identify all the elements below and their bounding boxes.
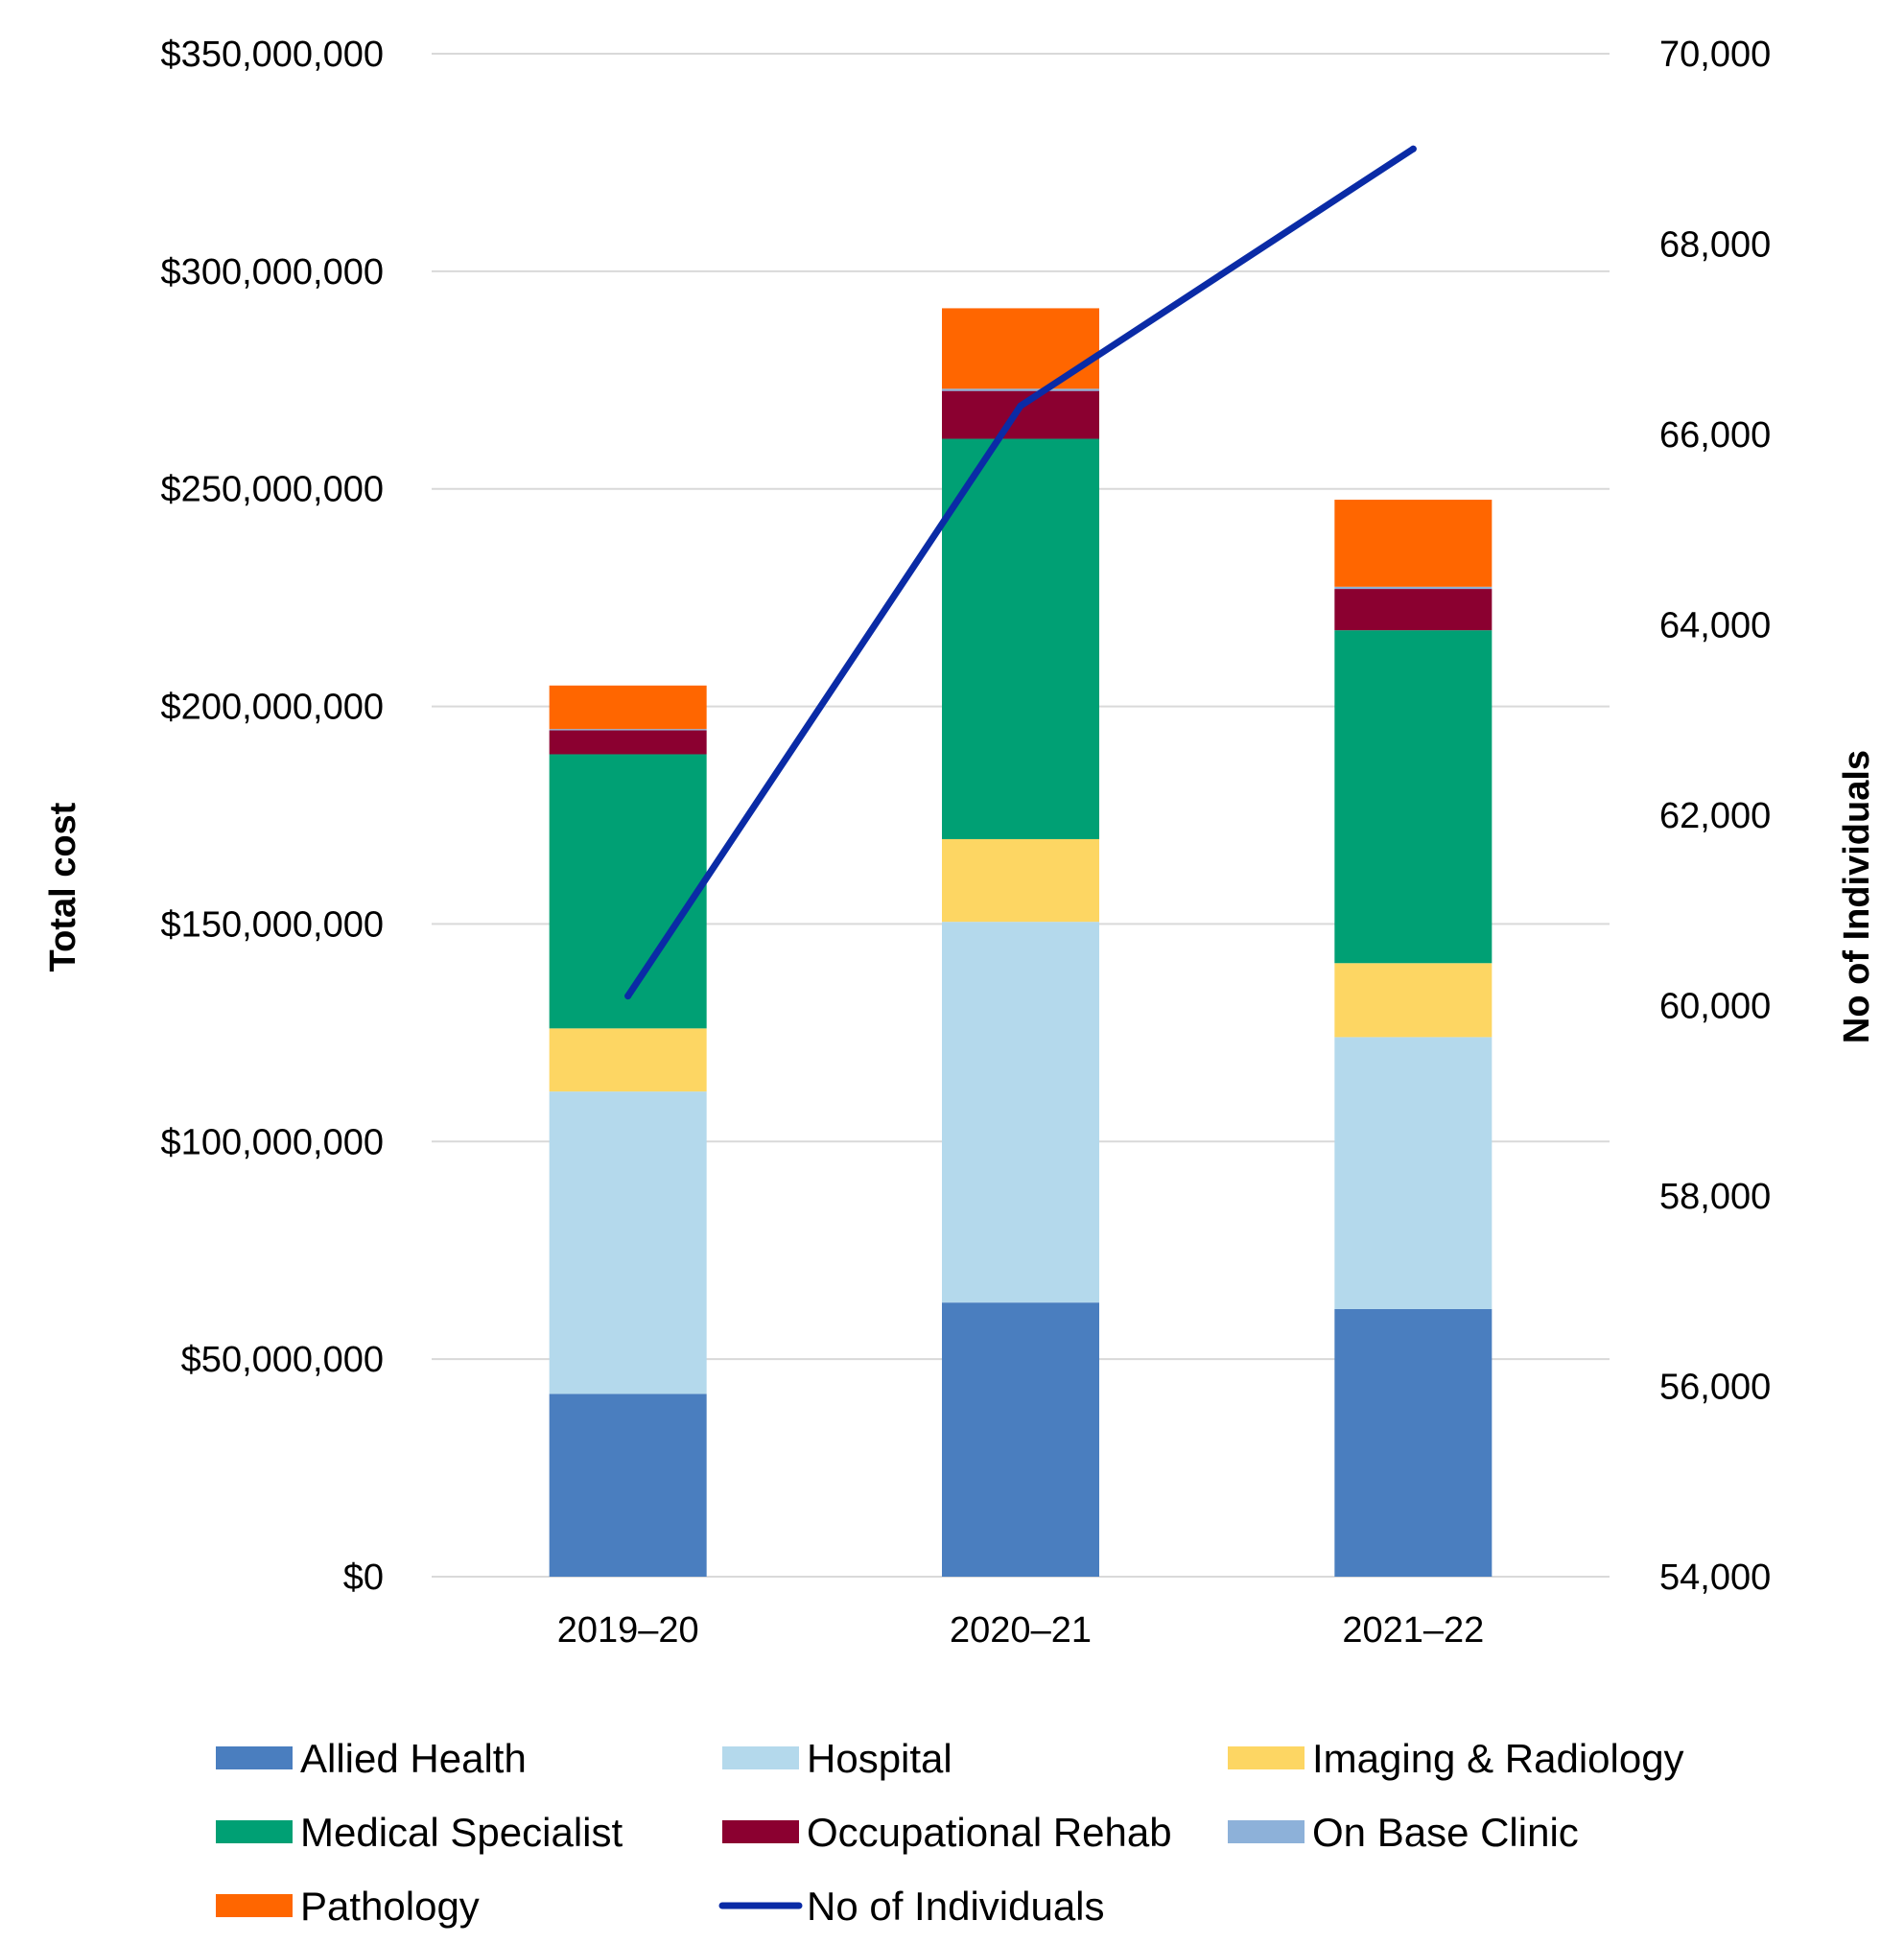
left-tick-label: $0 [343,1558,384,1598]
bar-segment [942,438,1099,839]
legend-swatch [722,1746,799,1769]
left-tick-label: $250,000,000 [161,470,384,510]
left-axis-ticks: $0 $50,000,000 $100,000,000 $150,000,000 $20… [161,35,384,1598]
left-tick-label: $100,000,000 [161,1122,384,1162]
left-axis-title: Total cost [43,802,83,972]
x-tick-label: 2021–22 [1342,1610,1484,1651]
legend-label: Allied Health [300,1736,527,1781]
x-tick-label: 2019–20 [557,1610,699,1651]
bar-segment [549,754,707,1029]
bar-segment [549,729,707,731]
right-tick-label: 70,000 [1659,35,1771,75]
bar-segment [1334,586,1493,590]
right-tick-label: 64,000 [1659,606,1771,646]
bar-segment [1334,589,1493,631]
legend-label: No of Individuals [807,1884,1105,1929]
bar-segment [1334,1037,1493,1309]
right-axis-title: No of Individuals [1837,750,1877,1043]
x-tick-label: 2020–21 [950,1610,1092,1651]
individuals-point [1017,402,1024,410]
bar-segment [549,730,707,755]
bars [549,308,1493,1577]
bar-segment [942,390,1099,439]
legend-swatch [216,1894,293,1917]
bar-segment [942,308,1099,389]
x-axis-ticks: 2019–20 2020–21 2021–22 [557,1610,1485,1651]
left-tick-label: $350,000,000 [161,35,384,75]
legend-swatch [216,1820,293,1843]
legend-label: Imaging & Radiology [1312,1736,1684,1781]
right-tick-label: 68,000 [1659,225,1771,266]
right-tick-label: 58,000 [1659,1177,1771,1217]
bar-segment [549,685,707,730]
left-tick-label: $150,000,000 [161,904,384,945]
right-tick-label: 54,000 [1659,1558,1771,1598]
legend-label: Pathology [300,1884,480,1929]
right-tick-label: 62,000 [1659,796,1771,836]
bar-segment [1334,1308,1493,1577]
bar-segment [549,1028,707,1092]
right-tick-label: 66,000 [1659,415,1771,456]
legend: Allied Health Hospital Imaging & Radiology… [216,1736,1684,1929]
bar-segment [549,1394,707,1577]
legend-label: Occupational Rehab [807,1810,1172,1855]
legend-label: On Base Clinic [1312,1810,1579,1855]
individuals-point [624,993,632,1000]
legend-swatch [1228,1820,1305,1843]
legend-swatch [1228,1746,1305,1769]
line-series [624,145,1417,1000]
bar-segment [942,922,1099,1303]
right-axis-ticks: 54,000 56,000 58,000 60,000 62,000 64,000 66,0… [1659,35,1771,1598]
individuals-point [1409,145,1417,152]
left-tick-label: $300,000,000 [161,252,384,293]
bar-segment [1334,500,1493,587]
right-tick-label: 56,000 [1659,1368,1771,1408]
bar-segment [1334,630,1493,964]
legend-swatch [722,1820,799,1843]
left-tick-label: $200,000,000 [161,688,384,728]
bar-segment [942,388,1099,391]
right-tick-label: 60,000 [1659,987,1771,1027]
bar-segment [942,1302,1099,1577]
bar-segment [942,838,1099,923]
legend-swatch [216,1746,293,1769]
legend-label: Hospital [807,1736,952,1781]
legend-label: Medical Specialist [300,1810,623,1855]
bar-segment [549,1091,707,1394]
left-tick-label: $50,000,000 [181,1340,384,1380]
bar-segment [1334,963,1493,1038]
